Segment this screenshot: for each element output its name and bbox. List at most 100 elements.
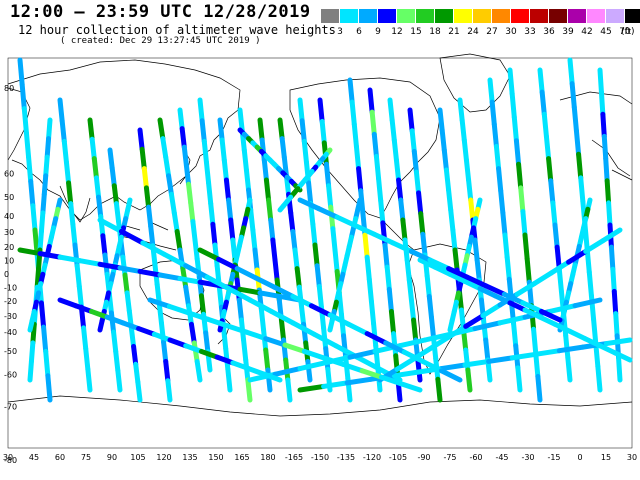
altimeter-track-segment — [408, 297, 417, 323]
altimeter-track-segment — [388, 308, 397, 337]
latitude-label: 20 — [4, 243, 14, 252]
altimeter-track-segment — [111, 329, 119, 354]
altimeter-track-segment — [408, 248, 433, 263]
altimeter-track-segment — [253, 275, 277, 290]
altimeter-track-segment — [166, 303, 192, 316]
altimeter-track-segment — [108, 310, 117, 335]
altimeter-track-segment — [299, 118, 307, 144]
altimeter-track-segment — [224, 323, 249, 335]
longitude-label: -105 — [389, 453, 407, 462]
altimeter-track-segment — [252, 247, 260, 273]
altimeter-track-segment — [507, 300, 528, 313]
antarctica-outline — [7, 395, 633, 417]
altimeter-track-segment — [474, 257, 482, 283]
altimeter-track-segment — [128, 326, 137, 349]
india-outline — [59, 185, 91, 223]
altimeter-track-segment — [396, 177, 404, 203]
altimeter-track-segment — [174, 228, 183, 253]
altimeter-track-segment — [225, 366, 233, 393]
legend-swatch — [321, 9, 340, 23]
legend-labels: 3 6 9 12 15 18 21 24 27 30 33 36 39 42 45 70 — [321, 27, 640, 39]
altimeter-track-segment — [30, 203, 38, 233]
longitude-label: 0 — [577, 453, 582, 462]
altimeter-track-segment — [595, 363, 603, 393]
altimeter-track-segment — [168, 191, 177, 216]
altimeter-track-segment — [124, 290, 132, 314]
new-zealand-outline — [217, 315, 231, 345]
altimeter-track-segment — [416, 190, 424, 217]
altimeter-track-segment — [354, 354, 382, 372]
altimeter-track-segment — [197, 279, 223, 289]
legend-label: 6 — [356, 27, 362, 37]
altimeter-track-segment — [501, 291, 526, 306]
altimeter-track-segment — [282, 342, 307, 354]
altimeter-track-segment — [236, 297, 244, 323]
central-america-outline — [379, 217, 415, 251]
altimeter-track-segment — [208, 201, 216, 227]
altimeter-track-segment — [122, 272, 130, 296]
altimeter-track-segment — [496, 166, 504, 194]
altimeter-track-segment — [250, 227, 258, 253]
altimeter-track-segment — [314, 263, 322, 289]
latitude-label: 0 — [4, 270, 9, 279]
altimeter-track-segment — [411, 317, 419, 343]
altimeter-track-segment — [462, 278, 483, 292]
altimeter-track-segment — [483, 283, 507, 297]
altimeter-track-segment — [435, 376, 443, 403]
altimeter-track-segment — [312, 242, 320, 269]
altimeter-track-segment — [257, 117, 265, 143]
legend-swatch — [587, 9, 606, 23]
altimeter-track-segment — [477, 286, 498, 299]
latitude-label: -50 — [4, 347, 17, 356]
altimeter-track-segment — [230, 360, 252, 372]
altimeter-track-segment — [234, 266, 259, 281]
altimeter-track-segment — [472, 320, 503, 332]
altimeter-track-segment — [326, 183, 334, 210]
altimeter-track-segment — [157, 272, 183, 282]
altimeter-track-segment — [327, 318, 335, 333]
altimeter-track-segment — [297, 383, 327, 393]
altimeter-track-segment — [390, 240, 414, 254]
altimeter-track-segment — [87, 117, 95, 142]
legend-label: 45 — [600, 27, 612, 37]
altimeter-track-segment — [518, 185, 526, 214]
longitude-label: -15 — [547, 453, 560, 462]
greenland-outline — [439, 53, 511, 113]
altimeter-track-segment — [552, 321, 573, 334]
altimeter-track-segment — [459, 117, 467, 143]
altimeter-track-segment — [513, 138, 522, 167]
altimeter-track-segment — [413, 169, 422, 196]
altimeter-track-segment — [376, 176, 384, 204]
altimeter-track-segment — [591, 316, 599, 346]
altimeter-track-segment — [85, 366, 93, 393]
altimeter-track-segment — [278, 317, 287, 343]
altimeter-track-segment — [301, 138, 309, 165]
altimeter-track-segment — [243, 329, 269, 342]
altimeter-track-segment — [107, 147, 115, 171]
altimeter-track-segment — [97, 318, 105, 333]
altimeter-track-segment — [186, 310, 211, 322]
altimeter-track-segment — [543, 133, 552, 162]
altimeter-track-segment — [520, 208, 528, 238]
altimeter-track-segment — [426, 293, 434, 320]
altimeter-track-segment — [192, 237, 200, 262]
altimeter-track-segment — [340, 361, 365, 374]
longitude-label: -60 — [469, 453, 482, 462]
altimeter-track-segment — [111, 183, 119, 207]
altimeter-track-segment — [17, 247, 43, 257]
altimeter-track-segment — [583, 238, 606, 254]
altimeter-track-segment — [163, 358, 171, 384]
altimeter-track-segment — [61, 138, 69, 165]
altimeter-track-segment — [576, 151, 584, 181]
altimeter-track-segment — [330, 226, 338, 253]
altimeter-track-segment — [247, 297, 274, 314]
altimeter-track-segment — [586, 269, 594, 299]
altimeter-track-segment — [201, 138, 209, 165]
altimeter-track-segment — [480, 302, 503, 319]
altimeter-track-segment — [364, 254, 372, 282]
altimeter-track-segment — [268, 308, 296, 326]
altimeter-track-segment — [424, 273, 432, 299]
longitude-label: 15 — [601, 453, 611, 462]
altimeter-track-segment — [489, 99, 497, 127]
altimeter-track-segment — [420, 358, 444, 374]
